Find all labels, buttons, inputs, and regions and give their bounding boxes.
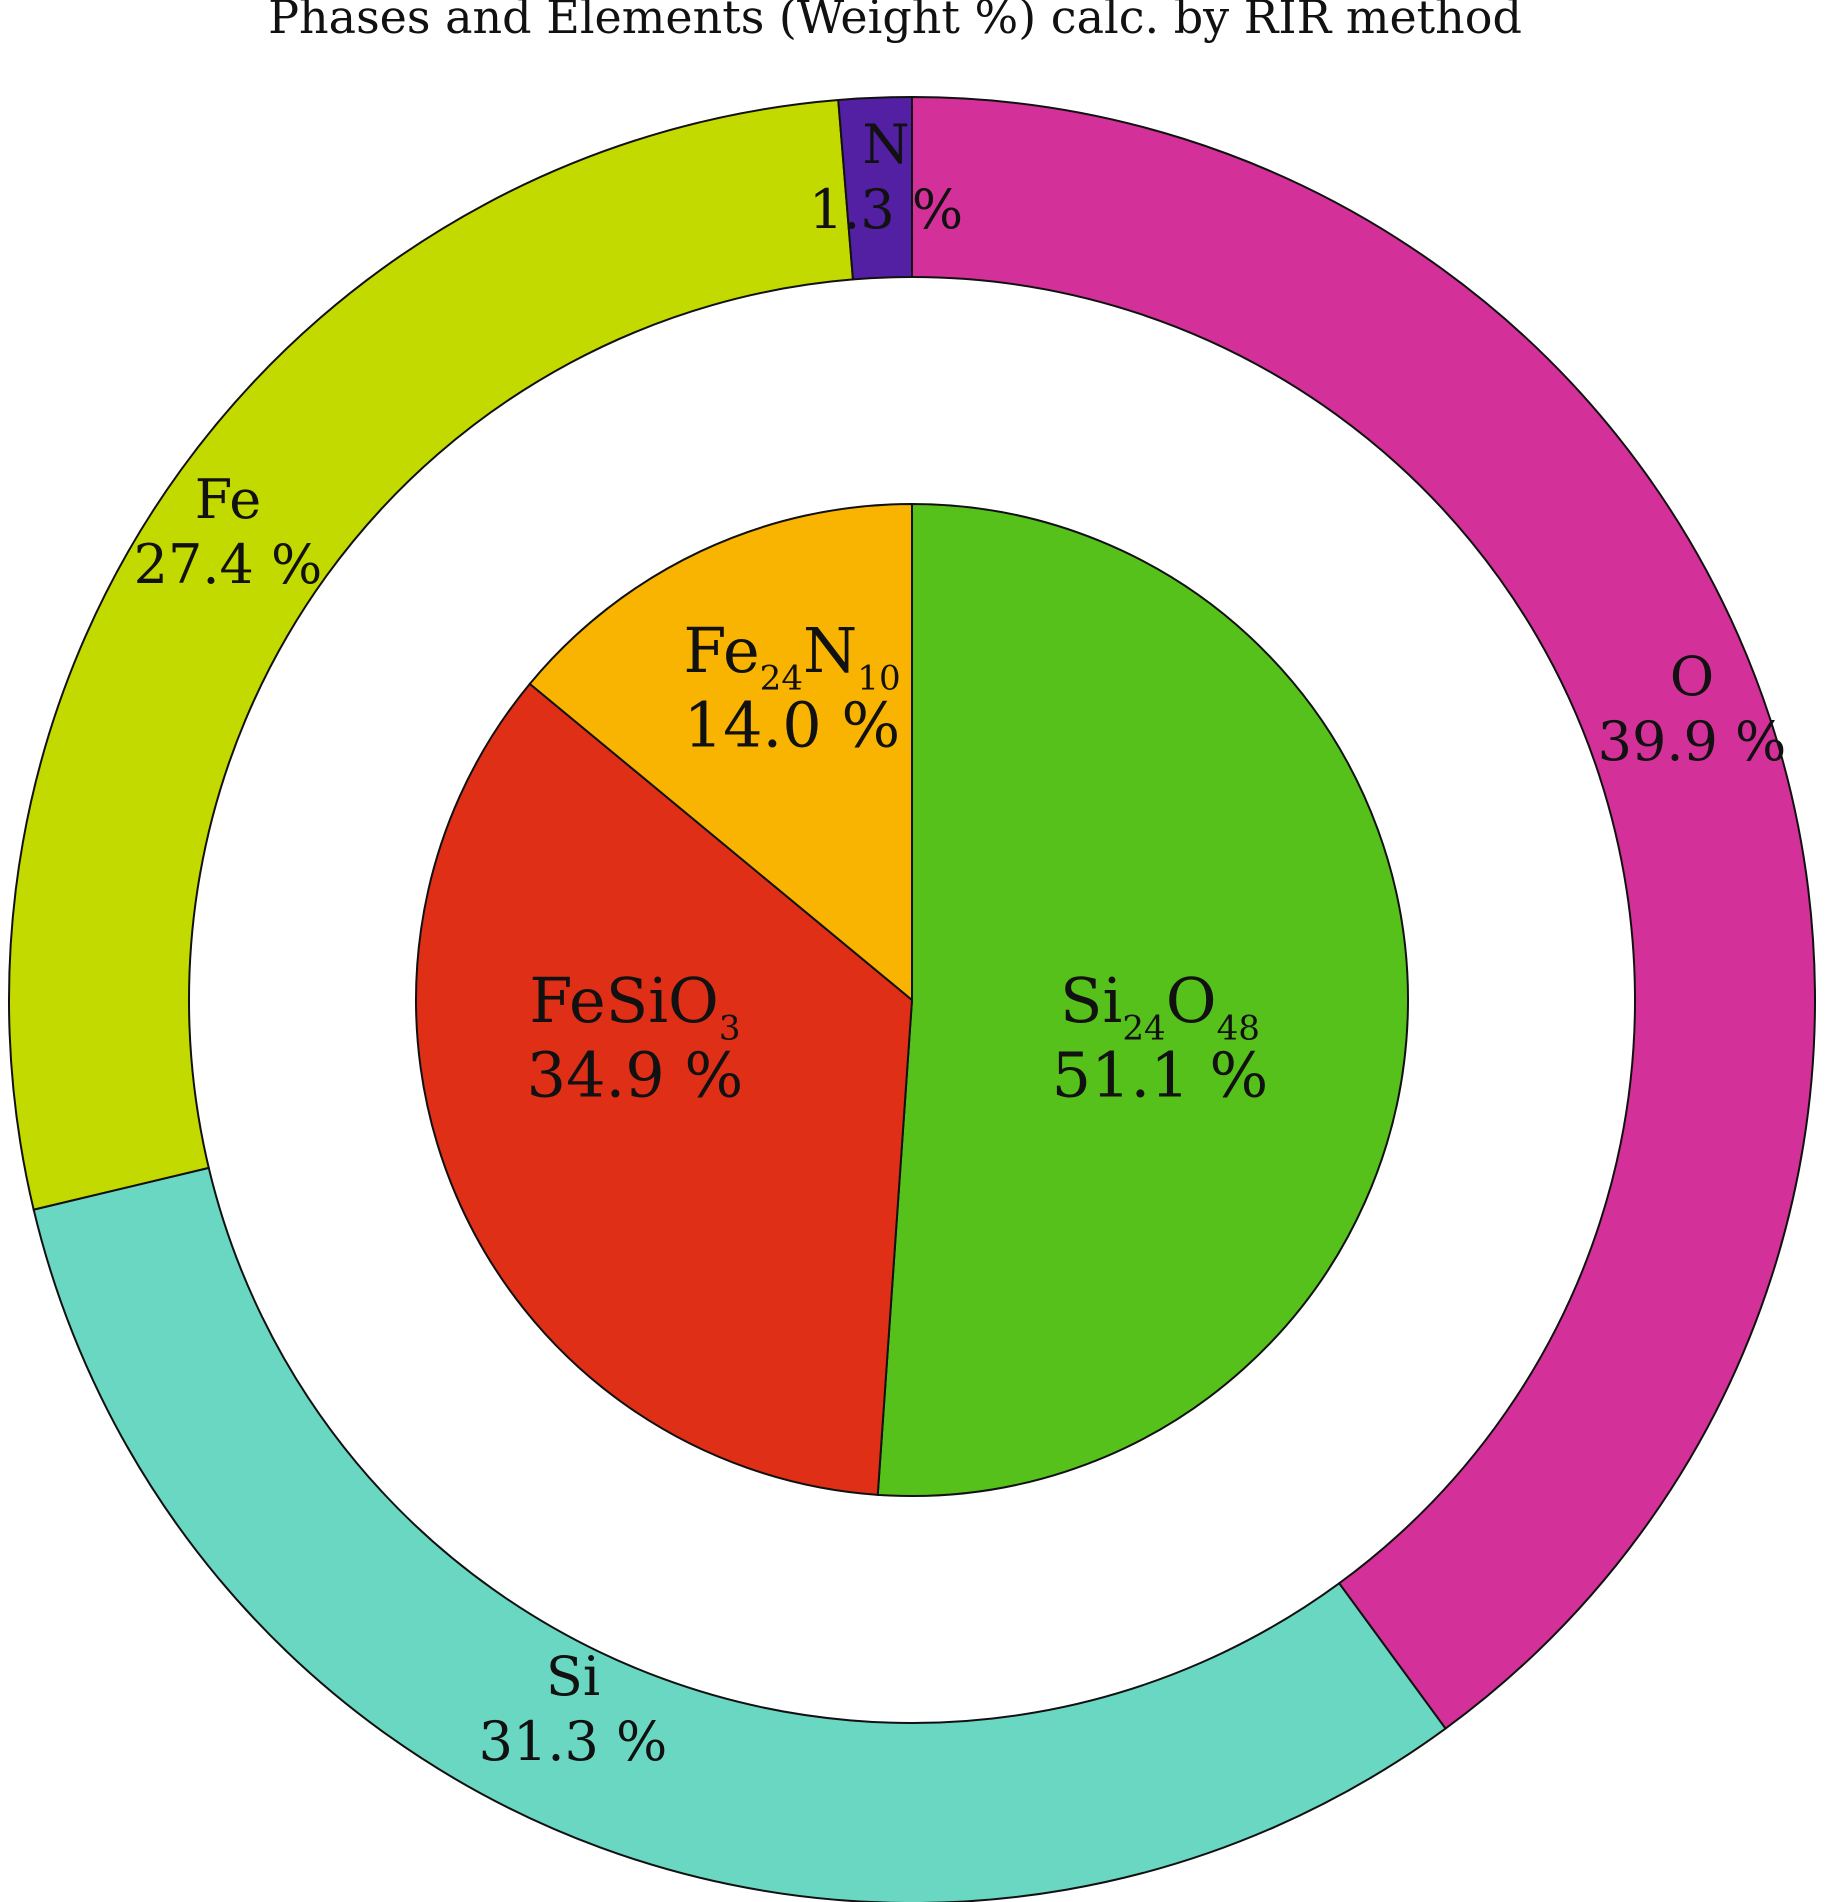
inner-label-fe24n10-subscript-0: 24	[760, 658, 803, 698]
outer-slice-n	[837, 95, 913, 281]
outer-value-si: 31.3 %	[479, 1710, 668, 1773]
inner-pie-phases	[415, 502, 1409, 1497]
inner-label-fe24n10-subscript-1: 10	[857, 658, 900, 698]
outer-label-n: N	[862, 113, 909, 176]
outer-slice-o	[911, 95, 1816, 1730]
inner-label-fesio3: FeSiO3	[529, 964, 740, 1048]
inner-label-si24o48-part-1: O	[1166, 964, 1217, 1037]
inner-value-si24o48: 51.1 %	[1052, 1038, 1269, 1111]
inner-value-fe24n10: 14.0 %	[684, 688, 901, 761]
outer-value-n: 1.3 %	[809, 178, 963, 241]
inner-slice-fe24n10	[528, 502, 913, 1003]
inner-label-si24o48: Si24O48	[1060, 964, 1260, 1048]
outer-value-o: 39.9 %	[1598, 710, 1787, 773]
chart-title: Phases and Elements (Weight %) calc. by …	[268, 0, 1522, 44]
inner-slice-si24o48	[876, 502, 1409, 1497]
outer-ring-elements	[8, 95, 1816, 1902]
inner-label-fe24n10: Fe24N10	[683, 614, 900, 698]
inner-value-fesio3: 34.9 %	[527, 1038, 744, 1111]
outer-label-fe: Fe	[195, 468, 261, 531]
inner-slice-fesio3	[415, 682, 914, 1496]
outer-label-o: O	[1670, 645, 1714, 708]
inner-label-si24o48-subscript-1: 48	[1217, 1008, 1260, 1048]
inner-label-si24o48-part-0: Si	[1060, 964, 1122, 1037]
inner-label-si24o48-subscript-0: 24	[1122, 1008, 1165, 1048]
outer-label-si: Si	[546, 1645, 600, 1708]
inner-label-fesio3-subscript-0: 3	[719, 1008, 741, 1048]
outer-slice-fe	[8, 98, 855, 1211]
inner-label-fe24n10-part-0: Fe	[683, 614, 759, 687]
inner-label-fe24n10-part-1: N	[803, 614, 857, 687]
outer-value-fe: 27.4 %	[134, 533, 323, 596]
outer-slice-si	[32, 1166, 1447, 1902]
inner-label-fesio3-part-0: FeSiO	[529, 964, 718, 1037]
